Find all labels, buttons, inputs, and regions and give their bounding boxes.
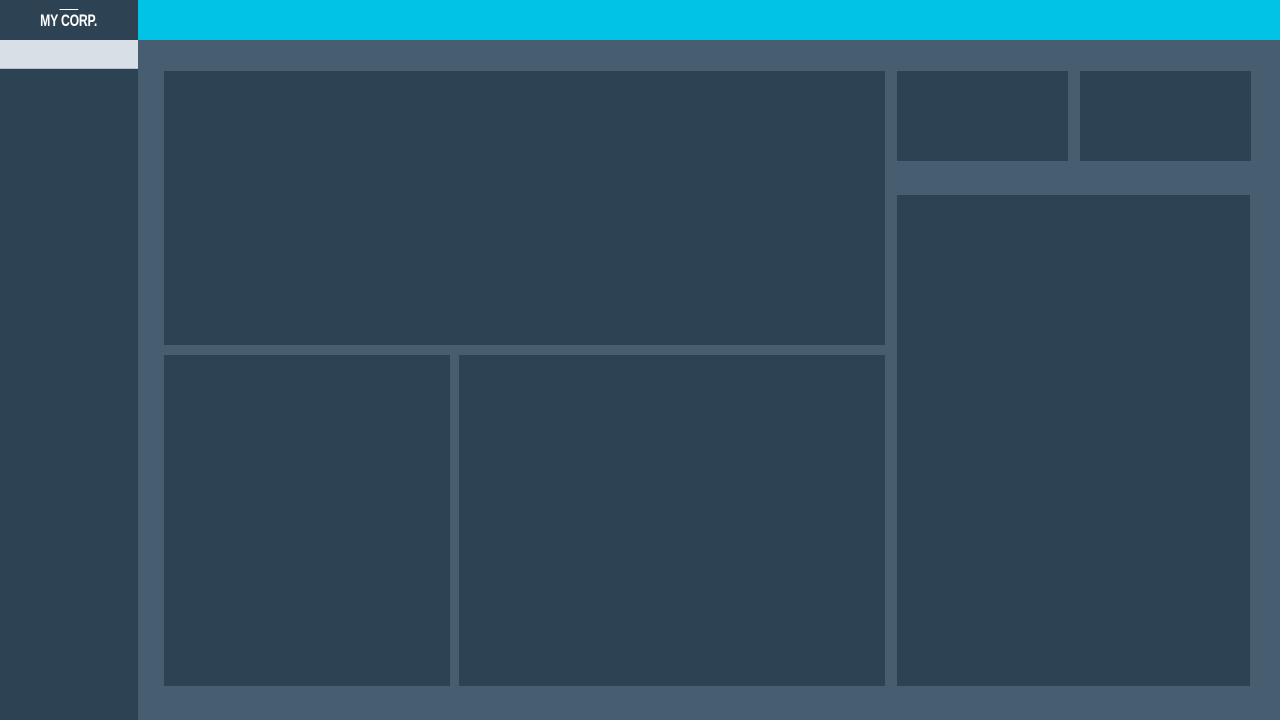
- sidebar: MY CORP.: [0, 0, 138, 720]
- dashboard-panel-bottom-middle: [459, 355, 885, 686]
- sidebar-search-bar[interactable]: [0, 40, 138, 69]
- brand-logo[interactable]: MY CORP.: [0, 0, 138, 40]
- dashboard-panel-main: [164, 71, 885, 345]
- dashboard-panel-right-tall: [897, 195, 1250, 686]
- brand-text: MY CORP.: [40, 8, 98, 30]
- dashboard-panel-bottom-left: [164, 355, 450, 686]
- top-bar: [138, 0, 1280, 40]
- dashboard-panel-top-small-1: [897, 71, 1068, 161]
- dashboard-panel-top-small-2: [1080, 71, 1251, 161]
